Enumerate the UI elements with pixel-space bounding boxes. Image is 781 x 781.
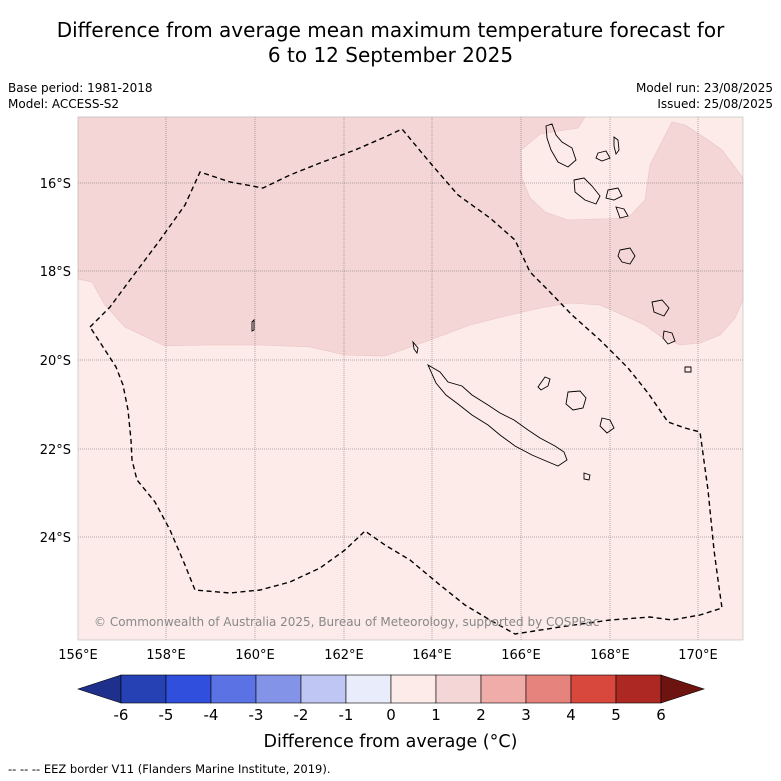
map-frame [77, 116, 744, 641]
colorbar-tick-label: -2 [294, 706, 309, 724]
chart-title: Difference from average mean maximum tem… [0, 18, 781, 68]
colorbar-bin [165, 674, 212, 704]
colorbar-tick-label: -1 [339, 706, 354, 724]
island-malakula [573, 177, 601, 205]
colorbar-bin [345, 674, 392, 704]
colorbar-tick-label: 3 [521, 706, 531, 724]
island-belep [412, 340, 419, 355]
colorbar-tick-label: 2 [476, 706, 486, 724]
lon-label: 170°E [678, 648, 718, 663]
colorbar-title: Difference from average (°C) [263, 732, 518, 752]
eez-border [89, 128, 723, 635]
model-run: Model run: 23/08/2025 [635, 81, 773, 95]
lat-label: 22°S [40, 443, 71, 458]
colorbar-tick-label: 5 [611, 706, 621, 724]
island-efate [617, 247, 636, 265]
island-erromango [651, 299, 670, 317]
island-maewo [613, 136, 620, 156]
lon-label: 156°E [58, 648, 98, 663]
colorbar-bin [435, 674, 482, 704]
map-gridlines [78, 117, 743, 640]
lat-label: 18°S [40, 265, 71, 280]
anomaly-region-1-2 [77, 116, 744, 357]
colorbar-tick-label: 0 [386, 706, 396, 724]
island-mare [599, 417, 615, 434]
title-line-1: Difference from average mean maximum tem… [56, 18, 725, 42]
lon-label: 166°E [501, 648, 541, 663]
colorbar-tick-label: 1 [431, 706, 441, 724]
colorbar-tick-label: -3 [249, 706, 264, 724]
meta-right: Model run: 23/08/2025 Issued: 25/08/2025 [636, 80, 773, 112]
colorbar-bin [390, 674, 437, 704]
island-ouvea [537, 376, 551, 391]
island-tanna [662, 330, 676, 345]
island-pines [583, 472, 591, 481]
colorbar-tick-label: 6 [656, 706, 666, 724]
title-line-2: 6 to 12 September 2025 [267, 43, 514, 67]
island-aneityum [684, 366, 692, 373]
meta-left: Base period: 1981-2018 Model: ACCESS-S2 [8, 80, 153, 112]
lon-label: 158°E [146, 648, 186, 663]
colorbar-tick-label: -5 [159, 706, 174, 724]
colorbar-tick-label: -4 [204, 706, 219, 724]
lat-label: 16°S [40, 177, 71, 192]
eez-footnote: -- -- -- EEZ border V11 (Flanders Marine… [8, 762, 331, 776]
colorbar-bin [210, 674, 257, 704]
colorbar-tick-labels: -6 -5 -4 -3 -2 -1 0 1 2 3 4 5 6 [114, 706, 666, 724]
lon-label: 168°E [590, 648, 630, 663]
longitude-labels: 156°E 158°E 160°E 162°E 164°E 166°E 168°E 170°E [58, 648, 718, 663]
island-new-caledonia [427, 363, 568, 467]
colorbar-bin [300, 674, 347, 704]
colorbar [77, 674, 705, 704]
island-epi [615, 206, 629, 219]
island-pentecost [595, 150, 611, 162]
latitude-labels: 16°S 18°S 20°S 22°S 24°S [40, 177, 71, 546]
colorbar-bin [525, 674, 572, 704]
colorbar-tick-label: 4 [566, 706, 576, 724]
colorbar-bin [120, 674, 167, 704]
island-chesterfield [251, 318, 255, 332]
island-ambrym [605, 187, 623, 201]
lon-label: 164°E [412, 648, 452, 663]
colorbar-tick-label: -6 [114, 706, 129, 724]
colorbar-extend-high [660, 674, 705, 704]
lon-label: 162°E [324, 648, 364, 663]
base-period: Base period: 1981-2018 [8, 81, 153, 95]
colorbar-bin [615, 674, 662, 704]
lat-label: 24°S [40, 531, 71, 546]
lon-label: 160°E [235, 648, 275, 663]
island-lifou [565, 390, 587, 411]
colorbar-bin [480, 674, 527, 704]
lat-label: 20°S [40, 354, 71, 369]
colorbar-bin [255, 674, 302, 704]
island-espiritu-santo [545, 123, 577, 168]
colorbar-extend-low [77, 674, 122, 704]
model-name: Model: ACCESS-S2 [8, 97, 120, 111]
colorbar-bin [570, 674, 617, 704]
issued-date: Issued: 25/08/2025 [657, 97, 773, 111]
copyright-text: © Commonwealth of Australia 2025, Bureau… [94, 615, 599, 629]
